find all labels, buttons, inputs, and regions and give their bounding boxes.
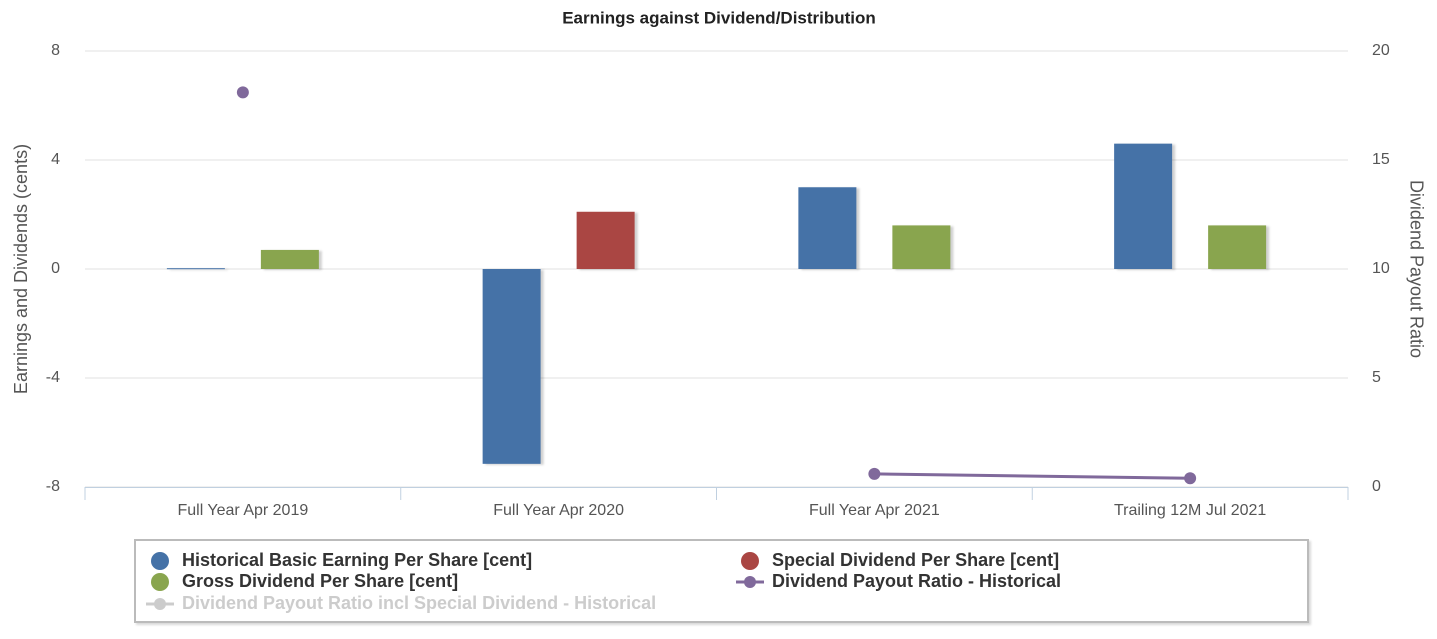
x-tick-label: Full Year Apr 2019 — [177, 502, 308, 519]
legend-marker — [154, 598, 166, 610]
line-marker — [1184, 472, 1197, 485]
x-tick-label: Full Year Apr 2020 — [493, 502, 624, 519]
legend-label: Special Dividend Per Share [cent] — [772, 550, 1059, 570]
legend-label: Dividend Payout Ratio incl Special Divid… — [182, 593, 656, 613]
legend-box — [134, 539, 1309, 623]
y-tick-label: -8 — [46, 478, 60, 495]
bar — [482, 269, 541, 464]
y-tick-label: 8 — [51, 42, 60, 59]
legend-marker — [741, 552, 759, 570]
bar — [260, 249, 319, 269]
legend-label: Historical Basic Earning Per Share [cent… — [182, 550, 532, 570]
y-tick-label: 0 — [51, 260, 60, 277]
legend-marker — [151, 573, 169, 591]
bar — [798, 187, 857, 269]
line — [874, 472, 1191, 480]
line-marker — [868, 467, 881, 480]
y2-axis-title: Dividend Payout Ratio — [1406, 180, 1426, 358]
bar — [166, 268, 225, 270]
chart-title: Earnings against Dividend/Distribution — [562, 8, 876, 27]
y-axis-title: Earnings and Dividends (cents) — [11, 144, 31, 394]
legend-marker — [744, 576, 756, 588]
y-tick-label: 4 — [51, 151, 60, 168]
bar — [1114, 143, 1173, 269]
line-marker — [236, 86, 249, 99]
y2-tick-label: 10 — [1372, 260, 1390, 277]
x-tick-label: Trailing 12M Jul 2021 — [1114, 502, 1266, 519]
bar — [892, 225, 951, 269]
x-tick-label: Full Year Apr 2021 — [809, 502, 940, 519]
y2-tick-label: 0 — [1372, 478, 1381, 495]
legend-label: Dividend Payout Ratio - Historical — [772, 571, 1061, 591]
legend-label: Gross Dividend Per Share [cent] — [182, 571, 458, 591]
legend-marker — [151, 552, 169, 570]
y2-tick-label: 20 — [1372, 42, 1390, 59]
bar — [576, 211, 635, 269]
y-tick-label: -4 — [46, 369, 60, 386]
bar — [1208, 225, 1267, 269]
y2-tick-label: 15 — [1372, 151, 1390, 168]
y2-tick-label: 5 — [1372, 369, 1381, 386]
